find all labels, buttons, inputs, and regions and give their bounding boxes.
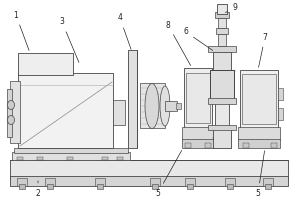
Text: 3: 3 (60, 18, 79, 62)
Bar (242, 74, 276, 124)
Bar (97, 184, 103, 189)
Bar (227, 184, 233, 189)
Bar (18, 53, 73, 75)
Text: 5: 5 (256, 151, 265, 198)
Bar (185, 178, 195, 186)
Bar (238, 139, 280, 148)
Bar (14, 148, 128, 153)
Bar (67, 157, 73, 160)
Bar (184, 68, 212, 128)
Bar (37, 157, 43, 160)
Bar (278, 108, 283, 120)
Bar (238, 127, 280, 140)
Bar (7, 89, 12, 137)
Bar (19, 184, 25, 189)
Bar (152, 184, 158, 189)
Ellipse shape (160, 86, 170, 126)
Bar (210, 70, 234, 100)
Bar (208, 46, 236, 52)
Bar (215, 58, 229, 128)
Bar (187, 184, 193, 189)
Bar (217, 4, 227, 14)
Text: 9: 9 (225, 2, 237, 13)
Bar (47, 184, 53, 189)
Bar (185, 143, 191, 148)
Bar (265, 184, 271, 189)
Bar (150, 178, 160, 186)
Bar (263, 178, 273, 186)
Bar (165, 101, 177, 111)
Bar (215, 12, 229, 18)
Bar (182, 127, 214, 140)
Ellipse shape (8, 116, 14, 124)
Bar (243, 143, 249, 148)
Text: 6: 6 (184, 27, 213, 50)
Bar (271, 143, 277, 148)
Bar (210, 70, 234, 100)
Text: 8: 8 (166, 21, 190, 66)
Bar (176, 103, 181, 109)
Bar (17, 178, 27, 186)
Bar (225, 178, 235, 186)
Bar (182, 139, 214, 148)
Bar (186, 73, 210, 123)
Bar (218, 18, 226, 28)
Bar (17, 157, 23, 160)
Bar (205, 143, 211, 148)
Bar (10, 160, 288, 178)
Bar (208, 98, 236, 104)
Text: 7: 7 (259, 32, 267, 67)
Bar (208, 125, 236, 130)
Text: 5: 5 (156, 150, 182, 198)
Text: 2: 2 (36, 181, 40, 198)
Bar (113, 100, 125, 125)
Bar (117, 157, 123, 160)
Bar (45, 178, 55, 186)
Text: 1: 1 (14, 10, 29, 50)
Bar (213, 128, 231, 148)
Bar (10, 81, 20, 143)
Ellipse shape (145, 84, 159, 129)
Bar (18, 73, 113, 148)
Bar (216, 28, 228, 34)
Bar (102, 157, 108, 160)
Bar (95, 178, 105, 186)
Bar (218, 34, 226, 46)
Text: 4: 4 (118, 14, 131, 49)
Bar (128, 50, 137, 148)
Bar (12, 152, 130, 160)
Ellipse shape (8, 100, 14, 110)
Bar (140, 83, 165, 128)
Bar (213, 52, 231, 70)
Bar (10, 176, 288, 186)
Bar (278, 88, 283, 100)
Bar (240, 70, 278, 128)
